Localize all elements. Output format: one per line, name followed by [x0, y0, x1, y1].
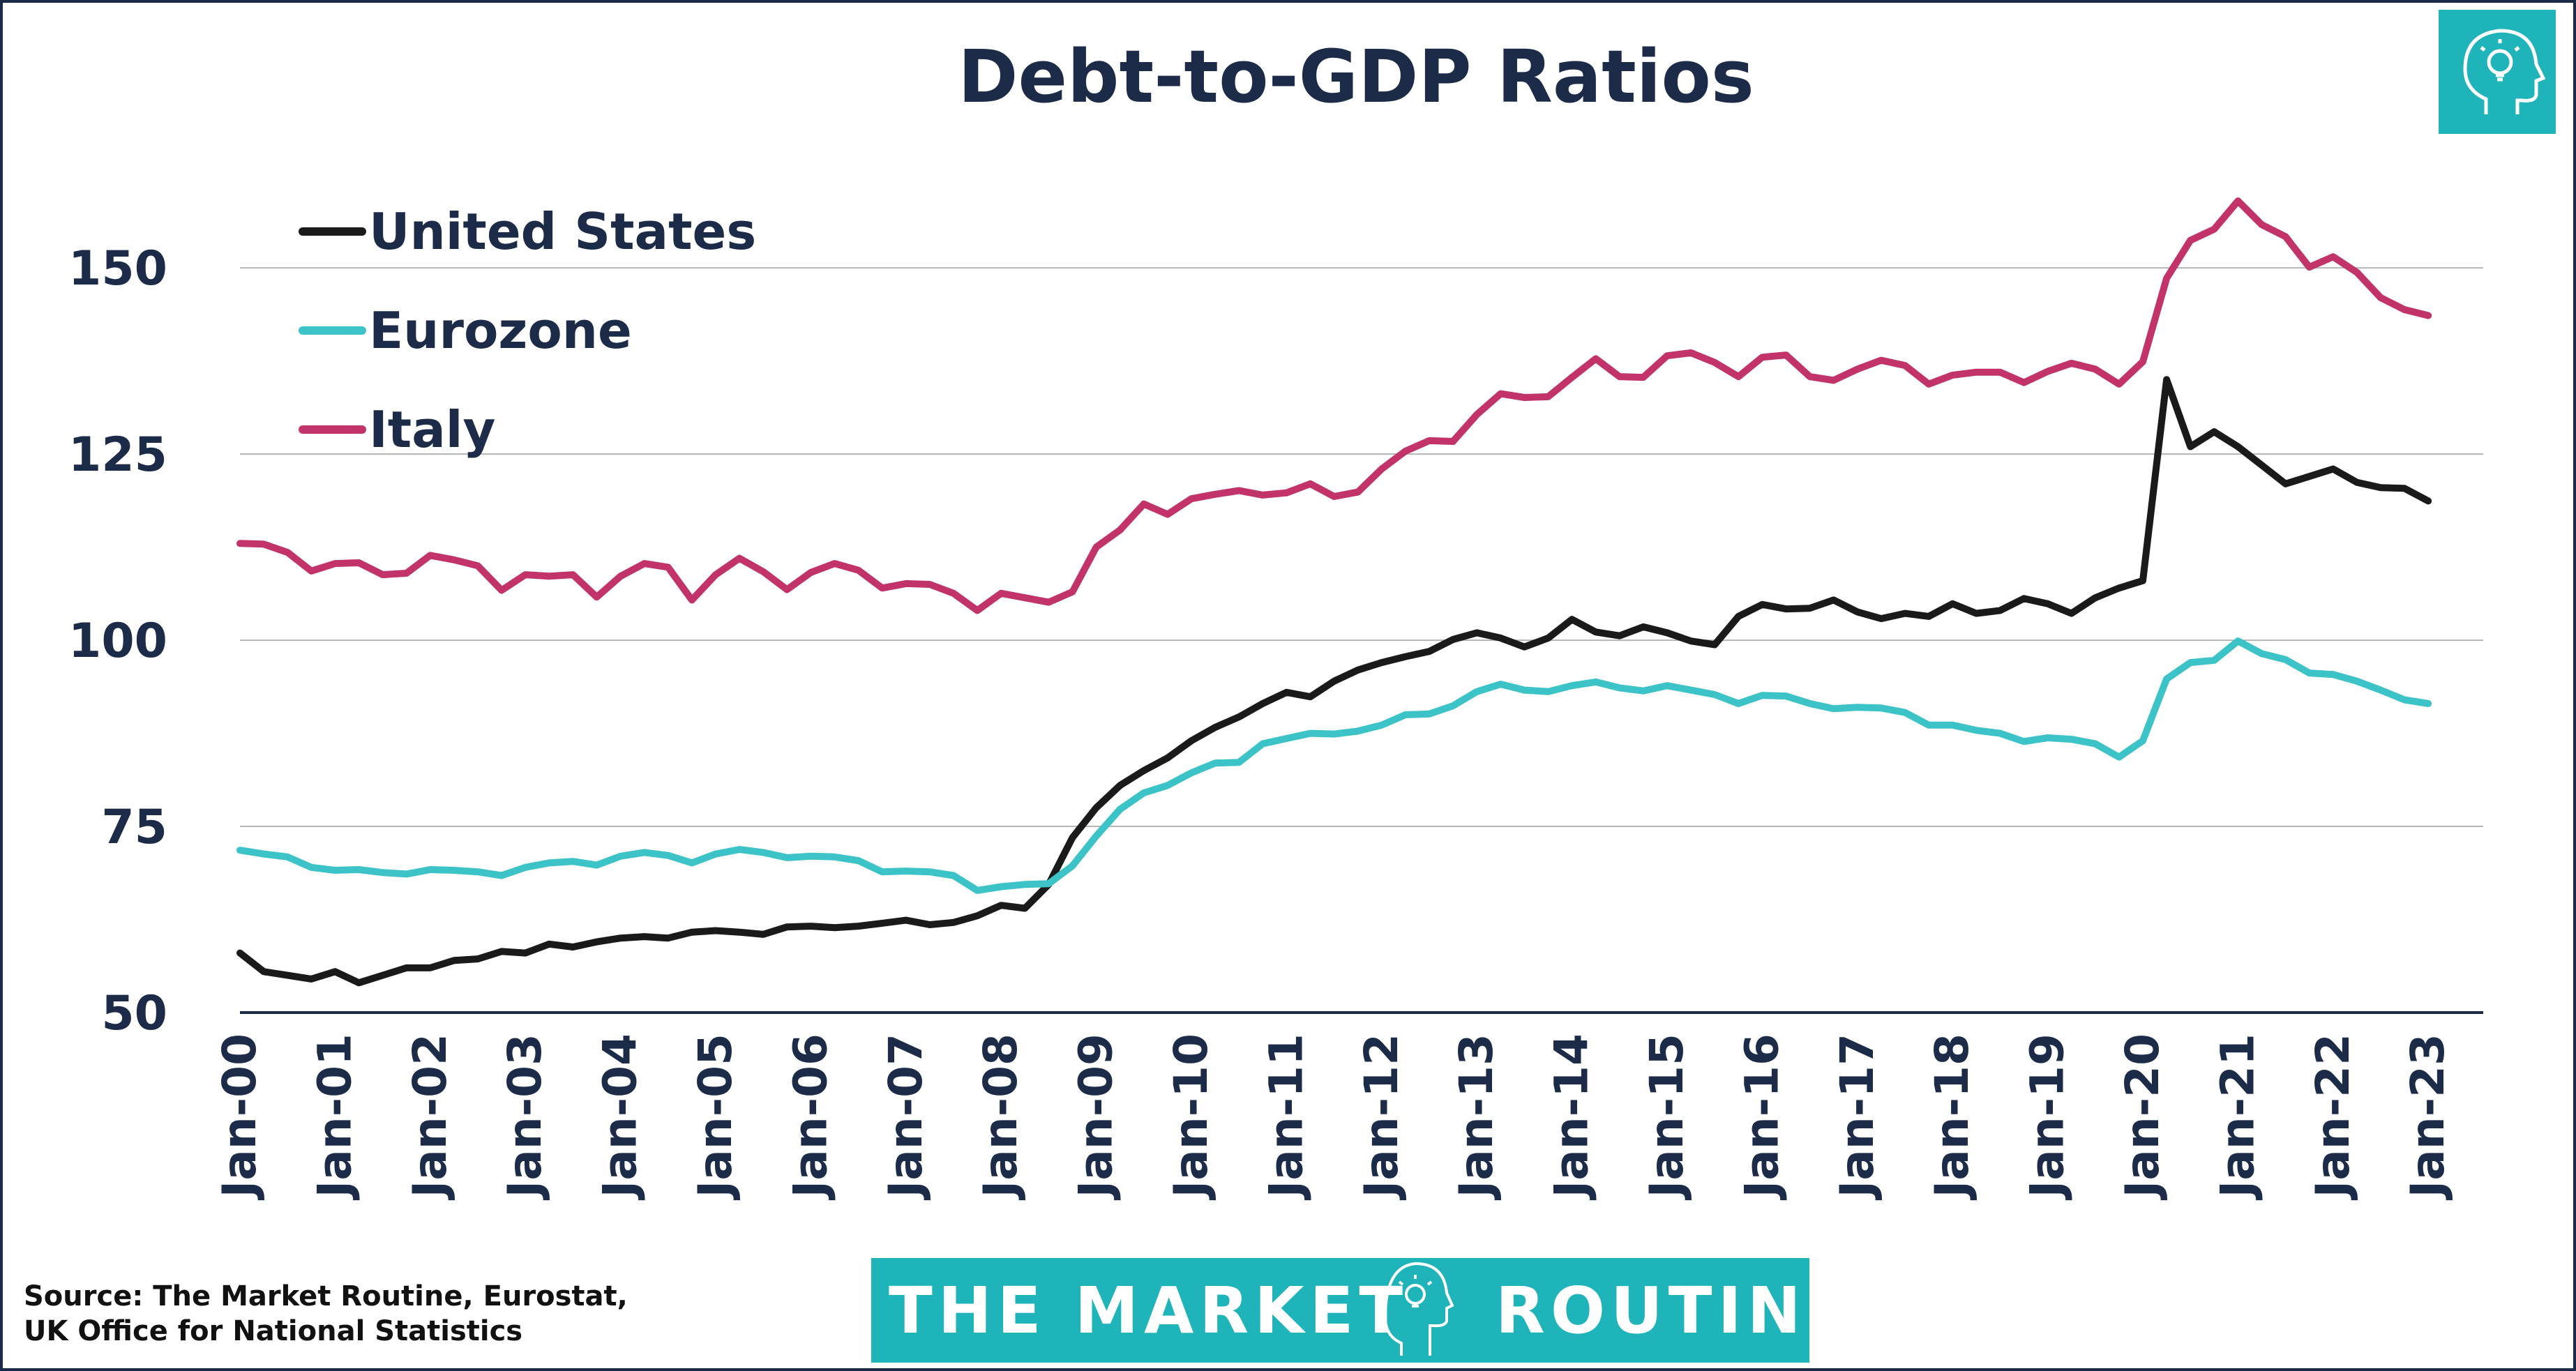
series-line-united-states	[236, 376, 2432, 987]
source-line-1: Source: The Market Routine, Eurostat,	[24, 1280, 628, 1312]
x-tick-label: Jan-06	[783, 1033, 837, 1200]
y-tick-label: 75	[101, 800, 167, 855]
gridlines	[240, 267, 2483, 828]
chart-title: Debt-to-GDP Ratios	[958, 34, 1754, 119]
x-tick-label: Jan-18	[1925, 1033, 1979, 1200]
lightbulb-head-icon	[2463, 29, 2546, 114]
legend-label-italy: Italy	[369, 400, 495, 459]
x-tick-label: Jan-19	[2021, 1033, 2074, 1200]
x-tick-label: Jan-17	[1830, 1033, 1884, 1200]
brand-text-left: THE MARKET	[889, 1273, 1408, 1348]
x-tick-label: Jan-15	[1640, 1033, 1694, 1200]
corner-logo	[2439, 10, 2556, 134]
x-tick-label: Jan-20	[2116, 1033, 2169, 1200]
x-tick-label: Jan-08	[974, 1033, 1027, 1200]
series-line-italy	[236, 197, 2432, 614]
x-tick-label: Jan-02	[403, 1033, 457, 1200]
y-tick-label: 50	[101, 986, 167, 1041]
x-tick-label: Jan-00	[213, 1033, 266, 1200]
x-tick-label: Jan-23	[2401, 1033, 2455, 1200]
brand-text-right: ROUTINE	[1496, 1273, 1856, 1348]
x-tick-label: Jan-05	[688, 1033, 742, 1200]
x-tick-label: Jan-09	[1069, 1033, 1123, 1200]
y-tick-label: 100	[68, 614, 167, 669]
x-axis-ticks: Jan-00 Jan-01 Jan-02 Jan-03 Jan-04 Jan-05 Jan-…	[213, 1033, 2455, 1200]
x-tick-label: Jan-04	[594, 1033, 647, 1200]
x-tick-label: Jan-11	[1259, 1033, 1313, 1200]
brand-banner-background	[871, 1258, 1809, 1363]
x-tick-label: Jan-22	[2306, 1033, 2360, 1200]
x-tick-label: Jan-03	[498, 1033, 552, 1200]
x-tick-label: Jan-01	[308, 1033, 361, 1200]
y-tick-label: 125	[68, 427, 167, 483]
legend-label-eurozone: Eurozone	[369, 301, 632, 360]
series-lines	[236, 197, 2432, 987]
source-line-2: UK Office for National Statistics	[24, 1315, 522, 1347]
x-tick-label: Jan-07	[879, 1033, 933, 1200]
x-tick-label: Jan-21	[2210, 1033, 2264, 1200]
lightbulb-head-icon	[1383, 1262, 1454, 1356]
x-tick-label: Jan-14	[1545, 1033, 1599, 1200]
x-tick-label: Jan-16	[1735, 1033, 1788, 1200]
legend: United States Eurozone Italy	[299, 202, 756, 459]
y-tick-label: 150	[68, 241, 167, 296]
y-axis-ticks: 50 75 100 125 150	[68, 241, 167, 1041]
brand-banner: THE MARKET ROUTINE	[871, 1258, 1856, 1363]
x-tick-label: Jan-12	[1355, 1033, 1408, 1200]
legend-label-united-states: United States	[369, 202, 756, 261]
x-tick-label: Jan-10	[1164, 1033, 1218, 1200]
series-line-eurozone	[236, 637, 2432, 894]
x-tick-label: Jan-13	[1449, 1033, 1503, 1200]
